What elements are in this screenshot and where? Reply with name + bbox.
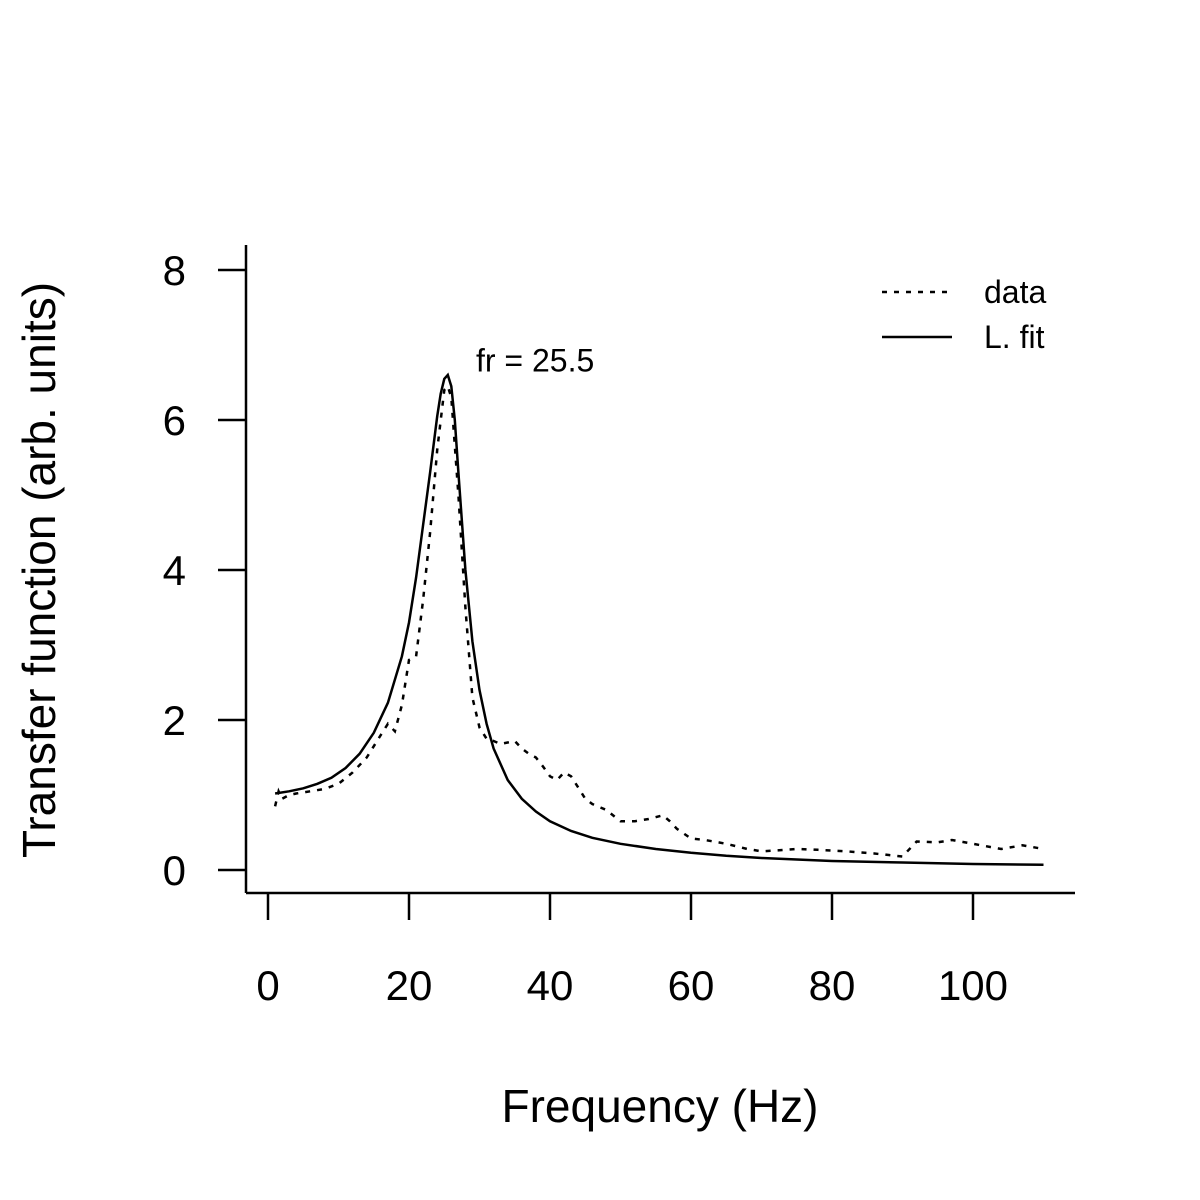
legend-data-label: data	[984, 274, 1046, 310]
y-ticks: 0 2 4 6 8	[163, 247, 246, 894]
fit-series-line	[274, 372, 1044, 867]
x-tick-label: 40	[527, 962, 574, 1009]
y-tick-label: 0	[163, 847, 186, 894]
x-tick-label: 80	[809, 962, 856, 1009]
series-layer	[273, 372, 1044, 867]
x-tick-label: 60	[668, 962, 715, 1009]
y-tick-label: 2	[163, 697, 186, 744]
y-tick-label: 8	[163, 247, 186, 294]
y-axis-title: Transfer function (arb. units)	[13, 282, 65, 858]
peak-annotation: fr = 25.5	[476, 342, 594, 378]
y-tick-label: 6	[163, 397, 186, 444]
x-tick-label: 0	[256, 962, 279, 1009]
data-series-line	[273, 383, 1044, 858]
axes	[244, 245, 1075, 895]
x-tick-label: 100	[938, 962, 1008, 1009]
x-tick-label: 20	[386, 962, 433, 1009]
y-tick-label: 4	[163, 547, 186, 594]
x-axis-title: Frequency (Hz)	[502, 1080, 819, 1132]
legend-fit-label: L. fit	[984, 319, 1045, 355]
x-ticks: 0 20 40 60 80 100	[256, 893, 1008, 1009]
legend: data L. fit	[882, 274, 1046, 355]
